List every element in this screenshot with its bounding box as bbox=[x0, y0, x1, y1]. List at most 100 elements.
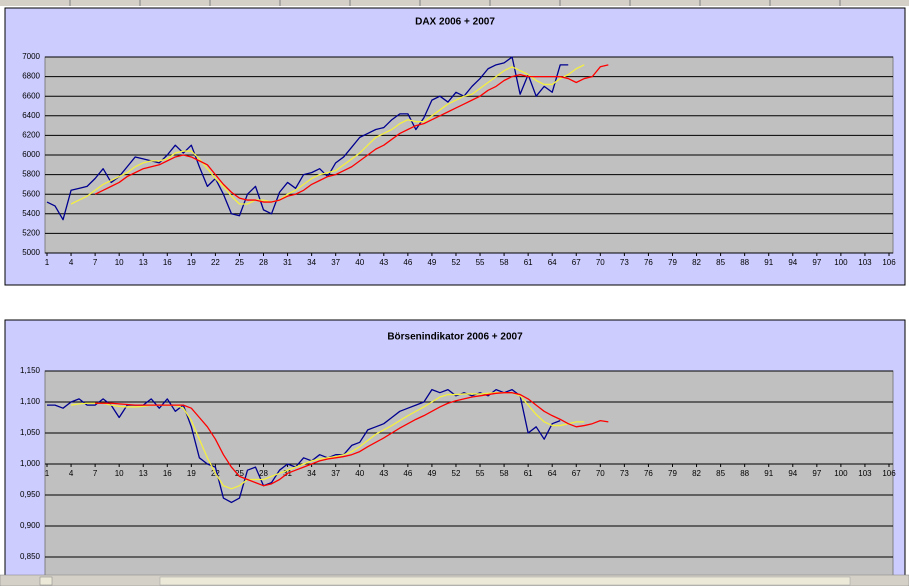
x-tick-label: 7 bbox=[93, 469, 98, 478]
x-tick-label: 31 bbox=[283, 258, 292, 267]
x-tick-label: 52 bbox=[452, 469, 461, 478]
x-tick-label: 97 bbox=[812, 469, 821, 478]
x-tick-label: 64 bbox=[548, 469, 557, 478]
x-tick-label: 88 bbox=[740, 258, 749, 267]
x-tick-label: 1 bbox=[45, 258, 50, 267]
x-tick-label: 16 bbox=[163, 469, 172, 478]
chart-title: DAX 2006 + 2007 bbox=[415, 17, 495, 28]
x-tick-label: 4 bbox=[69, 469, 74, 478]
x-tick-label: 28 bbox=[259, 258, 268, 267]
x-tick-label: 28 bbox=[259, 469, 268, 478]
x-tick-label: 49 bbox=[427, 258, 436, 267]
x-tick-label: 25 bbox=[235, 258, 244, 267]
y-tick-label: 5400 bbox=[22, 209, 40, 218]
y-tick-label: 1,000 bbox=[20, 459, 41, 468]
x-tick-label: 10 bbox=[115, 469, 124, 478]
chart: DAX 2006 + 2007 5000 5200 5400 5600 5800 6000 6… bbox=[4, 7, 906, 286]
x-tick-label: 19 bbox=[187, 258, 196, 267]
x-tick-label: 85 bbox=[716, 469, 725, 478]
x-tick-label: 67 bbox=[572, 258, 581, 267]
horizontal-scrollbar[interactable] bbox=[159, 576, 851, 586]
series-line bbox=[70, 64, 585, 205]
x-tick-label: 34 bbox=[307, 258, 316, 267]
x-tick-label: 37 bbox=[331, 469, 340, 478]
x-tick-label: 46 bbox=[403, 469, 412, 478]
x-tick-label: 97 bbox=[812, 258, 821, 267]
x-tick-label: 103 bbox=[858, 469, 872, 478]
y-tick-label: 1,150 bbox=[20, 366, 41, 375]
x-tick-label: 49 bbox=[427, 469, 436, 478]
y-tick-label: 5000 bbox=[22, 248, 40, 257]
x-tick-label: 70 bbox=[596, 469, 605, 478]
x-tick-label: 16 bbox=[163, 258, 172, 267]
x-tick-label: 79 bbox=[668, 469, 677, 478]
x-tick-label: 82 bbox=[692, 258, 701, 267]
x-tick-label: 67 bbox=[572, 469, 581, 478]
x-tick-label: 70 bbox=[596, 258, 605, 267]
x-tick-label: 10 bbox=[115, 258, 124, 267]
x-tick-label: 73 bbox=[620, 258, 629, 267]
y-tick-label: 7000 bbox=[22, 52, 40, 61]
scroll-left-button[interactable] bbox=[39, 576, 53, 586]
x-tick-label: 94 bbox=[788, 258, 797, 267]
y-tick-label: 5800 bbox=[22, 170, 40, 179]
x-tick-label: 91 bbox=[764, 258, 773, 267]
x-tick-label: 13 bbox=[139, 258, 148, 267]
y-tick-label: 6200 bbox=[22, 131, 40, 140]
column-header-strip bbox=[0, 0, 909, 6]
x-tick-label: 40 bbox=[355, 258, 364, 267]
x-tick-label: 7 bbox=[93, 258, 98, 267]
x-tick-label: 61 bbox=[524, 469, 533, 478]
y-tick-label: 6000 bbox=[22, 150, 40, 159]
series-line bbox=[94, 64, 609, 203]
y-tick-label: 5200 bbox=[22, 229, 40, 238]
y-tick-label: 1,100 bbox=[20, 397, 41, 406]
y-tick-label: 0,900 bbox=[20, 521, 41, 530]
x-tick-label: 43 bbox=[379, 469, 388, 478]
x-tick-label: 55 bbox=[476, 469, 485, 478]
x-tick-label: 76 bbox=[644, 258, 653, 267]
x-tick-label: 79 bbox=[668, 258, 677, 267]
x-tick-label: 58 bbox=[500, 258, 509, 267]
series-line bbox=[95, 392, 609, 487]
x-tick-label: 100 bbox=[834, 469, 848, 478]
x-tick-label: 88 bbox=[740, 469, 749, 478]
x-tick-label: 73 bbox=[620, 469, 629, 478]
x-tick-label: 82 bbox=[692, 469, 701, 478]
y-tick-label: 0,850 bbox=[20, 552, 41, 561]
y-tick-label: 6600 bbox=[22, 91, 40, 100]
x-tick-label: 94 bbox=[788, 469, 797, 478]
x-tick-label: 106 bbox=[882, 469, 896, 478]
x-tick-label: 40 bbox=[355, 469, 364, 478]
x-tick-label: 37 bbox=[331, 258, 340, 267]
x-tick-label: 34 bbox=[307, 469, 316, 478]
x-tick-label: 76 bbox=[644, 469, 653, 478]
y-tick-label: 6400 bbox=[22, 111, 40, 120]
series-line bbox=[46, 56, 569, 221]
x-tick-label: 85 bbox=[716, 258, 725, 267]
chart-title: Börsenindikator 2006 + 2007 bbox=[387, 332, 523, 343]
x-tick-label: 1 bbox=[45, 469, 50, 478]
y-tick-label: 0,950 bbox=[20, 490, 41, 499]
column-separators bbox=[69, 0, 841, 6]
y-tick-label: 6800 bbox=[22, 72, 40, 81]
chart: Börsenindikator 2006 + 2007 0,850 0,900 0,9… bbox=[4, 319, 906, 586]
x-tick-label: 46 bbox=[403, 258, 412, 267]
x-tick-label: 106 bbox=[882, 258, 896, 267]
x-tick-label: 13 bbox=[139, 469, 148, 478]
x-tick-label: 4 bbox=[69, 258, 74, 267]
x-tick-label: 58 bbox=[500, 469, 509, 478]
y-tick-label: 5600 bbox=[22, 189, 40, 198]
x-tick-label: 100 bbox=[834, 258, 848, 267]
x-tick-label: 52 bbox=[452, 258, 461, 267]
x-tick-label: 55 bbox=[476, 258, 485, 267]
x-tick-label: 61 bbox=[524, 258, 533, 267]
x-tick-label: 19 bbox=[187, 469, 196, 478]
x-tick-label: 25 bbox=[235, 469, 244, 478]
plot-area bbox=[44, 370, 894, 586]
x-tick-label: 22 bbox=[211, 258, 220, 267]
charts: DAX 2006 + 2007 5000 5200 5400 5600 5800 6000 6… bbox=[4, 7, 906, 586]
x-tick-label: 103 bbox=[858, 258, 872, 267]
